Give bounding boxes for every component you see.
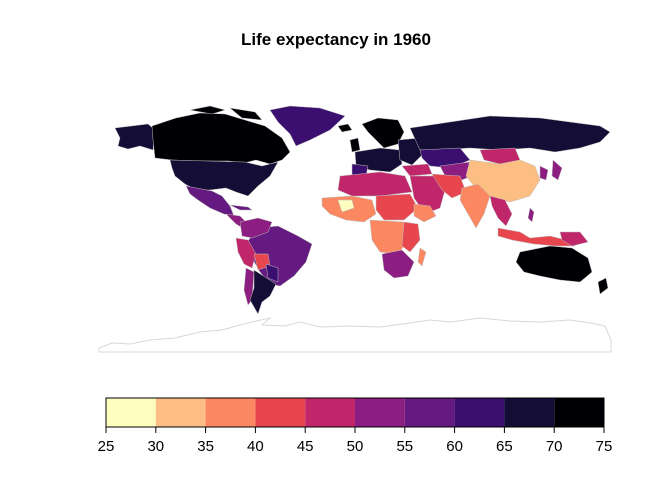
north-america xyxy=(114,105,346,233)
horn-of-africa xyxy=(413,203,437,223)
legend-tick-label: 35 xyxy=(197,438,214,455)
indonesia xyxy=(497,227,576,247)
uk xyxy=(349,137,361,153)
antarctica-outline xyxy=(98,317,612,353)
legend-ticks: 25 30 35 40 45 50 55 60 65 70 75 xyxy=(98,427,613,455)
india xyxy=(459,183,491,229)
legend-color-bar xyxy=(105,397,605,428)
mexico xyxy=(185,185,235,217)
north-africa xyxy=(337,171,413,197)
south-america xyxy=(235,217,313,315)
legend-swatch xyxy=(255,398,306,427)
new-zealand xyxy=(597,277,609,295)
legend-tick-label: 75 xyxy=(596,438,613,455)
scandinavia xyxy=(361,117,405,149)
greenland xyxy=(269,105,346,147)
legend-swatch xyxy=(106,398,156,427)
legend-tick-label: 30 xyxy=(147,438,164,455)
sahel-light xyxy=(337,199,355,213)
east-africa xyxy=(401,221,421,253)
cuba xyxy=(229,204,253,211)
arctic-islands xyxy=(189,105,263,121)
peru-ecuador xyxy=(235,237,257,269)
legend-swatch xyxy=(205,398,256,427)
iceland xyxy=(337,123,353,133)
korea-japan xyxy=(539,159,563,181)
oceania xyxy=(515,245,609,295)
united-states xyxy=(169,159,279,197)
philippines xyxy=(527,207,535,223)
turkey xyxy=(401,163,433,177)
legend-tick-label: 70 xyxy=(546,438,563,455)
russia xyxy=(409,115,611,153)
legend-tick-label: 50 xyxy=(347,438,364,455)
legend-swatch xyxy=(454,398,505,427)
uruguay-paraguay xyxy=(265,263,279,283)
sudan-chad xyxy=(375,193,419,221)
iran-afghanistan xyxy=(431,173,467,199)
legend-tick-label: 25 xyxy=(98,438,115,455)
legend-swatch xyxy=(554,398,604,427)
madagascar xyxy=(417,247,427,267)
legend-tick-label: 60 xyxy=(446,438,463,455)
africa xyxy=(321,171,437,279)
argentina xyxy=(249,269,277,315)
legend-swatch xyxy=(305,398,355,427)
southern-africa xyxy=(381,249,415,279)
legend-tick-label: 40 xyxy=(247,438,264,455)
colombia-venezuela xyxy=(239,217,273,239)
legend-tick-label: 65 xyxy=(496,438,513,455)
new-guinea xyxy=(559,231,589,247)
legend-swatch xyxy=(355,398,405,427)
legend-swatch xyxy=(504,398,555,427)
alaska xyxy=(114,123,156,151)
legend-tick-label: 45 xyxy=(297,438,314,455)
legend-swatch xyxy=(155,398,206,427)
legend-swatch xyxy=(404,398,455,427)
canada xyxy=(151,112,291,165)
southeast-asia xyxy=(489,195,513,227)
legend-tick-label: 55 xyxy=(396,438,413,455)
map-title: Life expectancy in 1960 xyxy=(241,30,431,49)
australia xyxy=(515,245,593,283)
middle-east-south-asia xyxy=(401,163,589,247)
